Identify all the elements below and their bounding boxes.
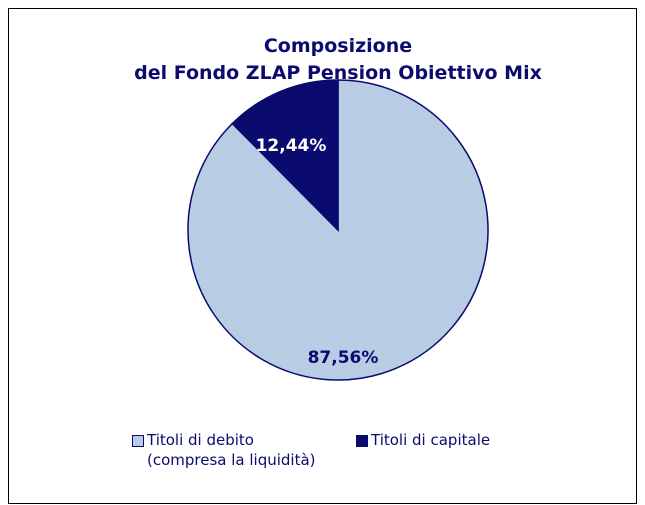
legend-label: Titoli di capitale — [371, 431, 491, 449]
data-label: 87,56% — [308, 348, 379, 368]
chart-title: del Fondo ZLAP Pension Obiettivo Mix — [134, 62, 542, 84]
legend-swatch — [132, 435, 144, 447]
chart-border — [8, 8, 637, 504]
chart-title: Composizione — [264, 35, 412, 57]
legend-item: Titoli di debito (compresa la liquidità) — [132, 430, 322, 470]
legend-swatch — [356, 435, 368, 447]
legend-item: Titoli di capitale — [356, 430, 490, 450]
legend-label: Titoli di debito (compresa la liquidità) — [147, 431, 316, 469]
data-label: 12,44% — [256, 136, 327, 156]
pie-slice — [231, 79, 339, 232]
